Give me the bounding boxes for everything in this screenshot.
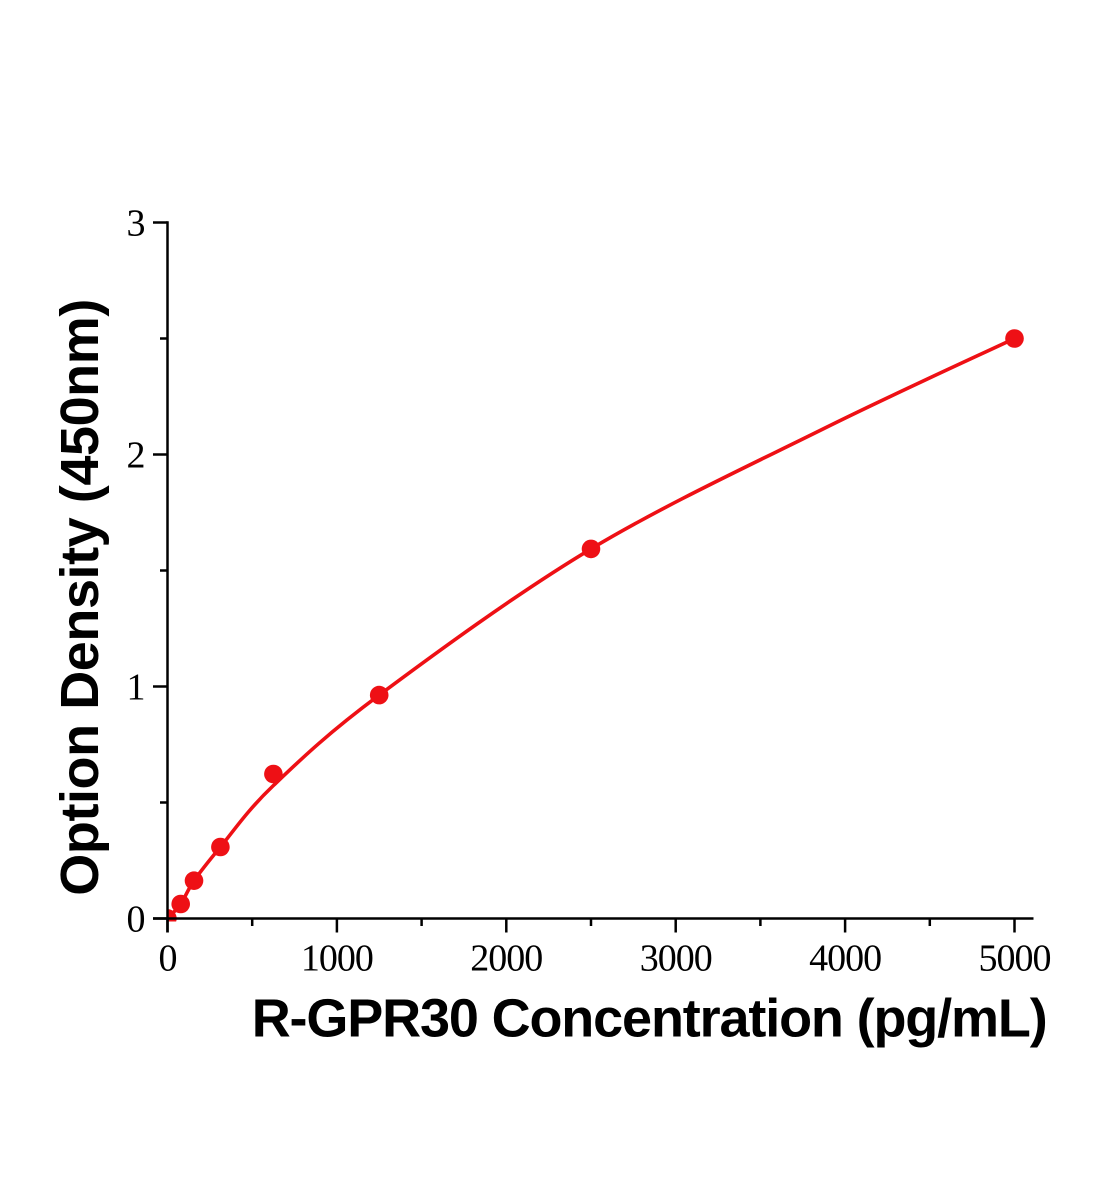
svg-text:2: 2 (127, 435, 145, 477)
svg-text:0: 0 (159, 938, 177, 980)
svg-text:5000: 5000 (979, 938, 1051, 980)
svg-text:2000: 2000 (470, 938, 542, 980)
svg-text:1: 1 (127, 667, 145, 709)
svg-text:4000: 4000 (809, 938, 881, 980)
svg-text:1000: 1000 (301, 938, 373, 980)
svg-text:0: 0 (127, 899, 145, 941)
svg-text:3: 3 (127, 203, 145, 245)
svg-text:Option Density (450nm): Option Density (450nm) (50, 299, 110, 896)
svg-text:3000: 3000 (640, 938, 712, 980)
svg-text:R-GPR30 Concentration (pg/mL): R-GPR30 Concentration (pg/mL) (252, 989, 1048, 1049)
